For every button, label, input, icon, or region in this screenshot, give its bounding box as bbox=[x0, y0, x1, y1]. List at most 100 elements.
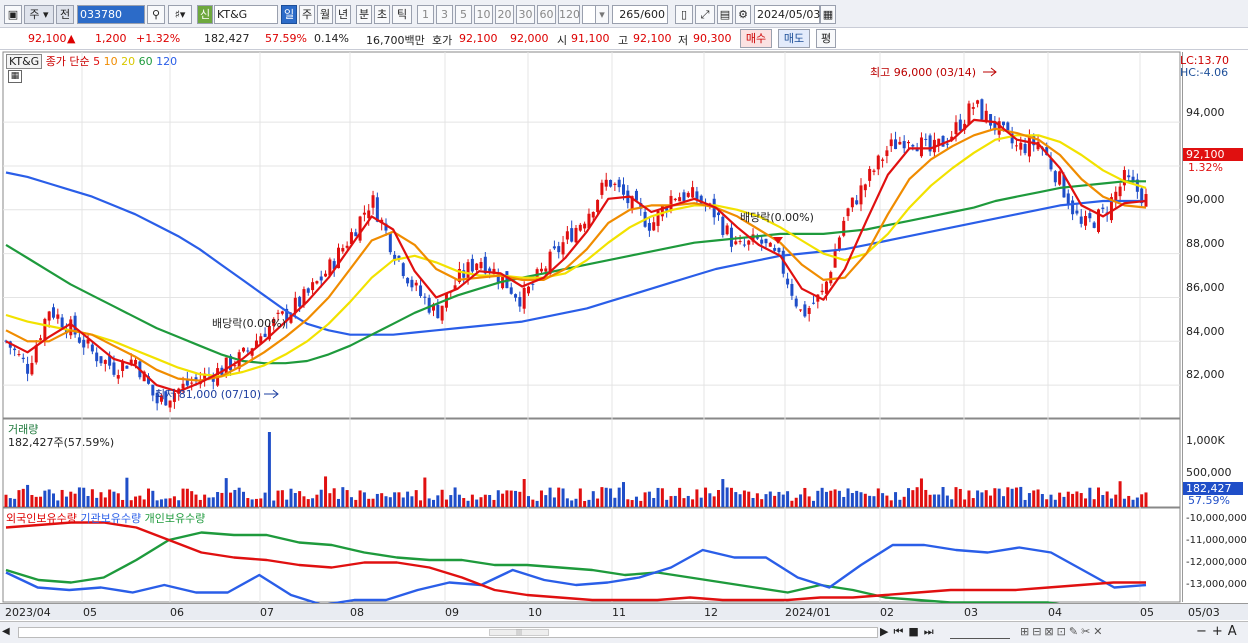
zoom-tools[interactable]: ⊞⊟⊠⊡✎✂✕ bbox=[1020, 625, 1106, 638]
candle-body bbox=[747, 240, 751, 245]
current-pct-tag: 1.32% bbox=[1188, 161, 1223, 174]
date-label: 05 bbox=[1140, 606, 1154, 619]
volume-bar bbox=[794, 497, 798, 507]
candle-body bbox=[652, 222, 656, 231]
bar-count-field[interactable]: 265/600 bbox=[612, 5, 668, 24]
minute-option-20[interactable]: 20 bbox=[495, 5, 514, 24]
calendar-icon[interactable]: ▦ bbox=[820, 5, 836, 24]
minute-option-120[interactable]: 120 bbox=[558, 5, 580, 24]
candle-body bbox=[954, 122, 958, 135]
search-icon[interactable]: ⚲ bbox=[147, 5, 165, 24]
volume-bar bbox=[751, 497, 755, 507]
period-week[interactable]: 주 bbox=[299, 5, 315, 24]
save-icon[interactable]: ▤ bbox=[717, 5, 733, 24]
minute-option-1[interactable]: 1 bbox=[417, 5, 434, 24]
period-year[interactable]: 년 bbox=[335, 5, 351, 24]
volume-bar bbox=[1079, 493, 1083, 507]
volume-bar bbox=[613, 497, 617, 507]
candle-body bbox=[47, 311, 51, 321]
price-legend: KT&G 종가 단순 5 10 20 60 120 bbox=[6, 53, 177, 69]
volume-bar bbox=[682, 498, 686, 507]
buy-button[interactable]: 매수 bbox=[740, 29, 772, 48]
institution-holding-line bbox=[5, 543, 1147, 603]
volume-bar bbox=[47, 489, 51, 507]
stock-name-field[interactable]: KT&G bbox=[214, 5, 278, 24]
candle-body bbox=[388, 233, 392, 253]
candle-body bbox=[937, 138, 941, 146]
volume-bar bbox=[449, 495, 453, 507]
period-month[interactable]: 월 bbox=[317, 5, 333, 24]
speaker-icon[interactable]: ♯▾ bbox=[168, 5, 192, 24]
date-label: 07 bbox=[260, 606, 274, 619]
volume-bar bbox=[1097, 487, 1100, 507]
candle-body bbox=[833, 250, 837, 268]
chart-menu-icon[interactable]: ▣ bbox=[4, 5, 22, 24]
candle-body bbox=[760, 239, 764, 244]
volume-bar bbox=[349, 497, 353, 507]
candle-body bbox=[522, 288, 526, 309]
volume-bar bbox=[95, 497, 99, 507]
volume-bar bbox=[466, 500, 470, 507]
volume-bar bbox=[1084, 498, 1088, 507]
candle-type-icon[interactable]: ▯ bbox=[675, 5, 693, 24]
minute-option-3[interactable]: 3 bbox=[436, 5, 453, 24]
candle-body bbox=[803, 304, 807, 317]
evaluation-button[interactable]: 평 bbox=[816, 29, 836, 48]
candle-body bbox=[285, 308, 289, 322]
zoom-buttons[interactable]: −+A bbox=[1196, 624, 1242, 639]
period-tick[interactable]: 틱 bbox=[392, 5, 412, 24]
custom-period-dropdown-icon[interactable]: ▾ bbox=[595, 5, 609, 24]
volume-bar bbox=[1140, 494, 1144, 507]
candle-body bbox=[341, 248, 345, 252]
gear-icon[interactable]: ⚙ bbox=[735, 5, 751, 24]
period-day[interactable]: 일 bbox=[281, 5, 297, 24]
candle-body bbox=[293, 297, 297, 314]
candle-body bbox=[1118, 186, 1122, 197]
volume-bar bbox=[665, 499, 669, 507]
stock-legend-name[interactable]: KT&G bbox=[6, 54, 43, 69]
scroll-left-icon[interactable]: ◀ bbox=[2, 626, 10, 637]
volume-bar bbox=[142, 499, 146, 507]
candle-body bbox=[617, 179, 621, 188]
prefix-button[interactable]: 전 bbox=[56, 5, 74, 24]
minute-option-10[interactable]: 10 bbox=[474, 5, 493, 24]
date-label: 2023/04 bbox=[5, 606, 51, 619]
stock-code-input[interactable]: 033780 bbox=[77, 5, 145, 24]
volume-bar bbox=[496, 490, 500, 507]
stock-chart[interactable]: 최고 96,000 (03/14) 최저 81,000 (07/10) 배당락(… bbox=[0, 50, 1248, 603]
volume-bar bbox=[1014, 487, 1018, 507]
volume-bar bbox=[259, 498, 263, 507]
volume-bar bbox=[924, 489, 928, 507]
candle-body bbox=[812, 302, 815, 304]
minute-option-5[interactable]: 5 bbox=[455, 5, 472, 24]
sell-button[interactable]: 매도 bbox=[778, 29, 810, 48]
chart-tools-icon[interactable]: ⤢ bbox=[695, 5, 715, 24]
playback-controls[interactable]: ▶⏮■⏭ bbox=[880, 625, 939, 638]
scroll-thumb[interactable]: ||| bbox=[489, 629, 549, 636]
volume-bar bbox=[639, 500, 643, 507]
candle-body bbox=[725, 225, 729, 235]
volume-bar bbox=[13, 498, 17, 507]
scroll-track[interactable]: ||| bbox=[18, 627, 878, 638]
volume-bar bbox=[324, 476, 328, 507]
volume-bar bbox=[112, 491, 116, 507]
volume-bar bbox=[760, 499, 764, 507]
zoom-slider[interactable] bbox=[950, 625, 1010, 639]
candle-body bbox=[1019, 142, 1023, 150]
candle-body bbox=[349, 232, 353, 245]
date-input[interactable]: 2024/05/03 bbox=[754, 5, 820, 24]
turnover-rate: 0.14% bbox=[314, 32, 349, 45]
volume-bar bbox=[86, 495, 90, 507]
period-second[interactable]: 초 bbox=[374, 5, 390, 24]
period-type-select[interactable]: 주 ▾ bbox=[24, 5, 54, 24]
date-label: 03 bbox=[964, 606, 978, 619]
volume-bar bbox=[43, 490, 47, 507]
period-minute[interactable]: 분 bbox=[356, 5, 372, 24]
volume-bar bbox=[803, 487, 807, 507]
current-price-tag: 92,100 bbox=[1183, 148, 1243, 161]
table-icon[interactable]: ▦ bbox=[8, 70, 22, 83]
candle-body bbox=[647, 223, 651, 231]
volume-bar bbox=[358, 490, 362, 507]
minute-option-30[interactable]: 30 bbox=[516, 5, 535, 24]
minute-option-60[interactable]: 60 bbox=[537, 5, 556, 24]
